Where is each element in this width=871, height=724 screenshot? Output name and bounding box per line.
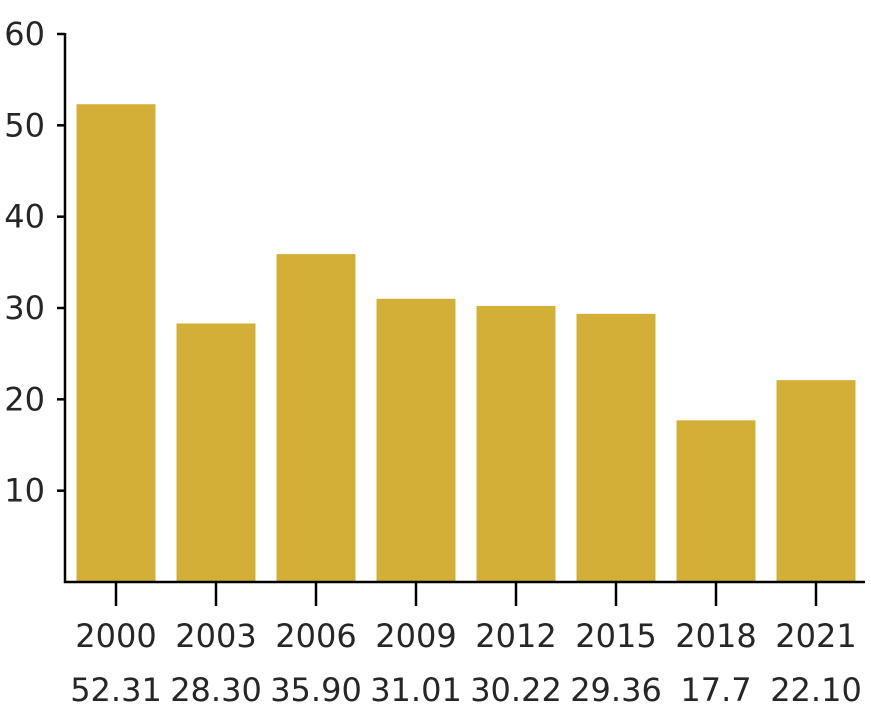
bar-2009 — [376, 298, 456, 582]
bar-2015 — [576, 313, 656, 582]
x-ticks: 2000 52.31 2003 28.30 2006 35.90 2009 31.01 2012… — [70, 582, 862, 709]
bar-2021 — [776, 380, 856, 582]
x-tick-label-category: 2021 — [775, 617, 856, 655]
x-tick-label-value: 28.30 — [170, 671, 262, 709]
x-tick-label-value: 17.7 — [680, 671, 751, 709]
bar-2006 — [276, 254, 356, 582]
x-tick-label-category: 2000 — [75, 617, 156, 655]
x-tick-label-value: 52.31 — [70, 671, 162, 709]
bar-2000 — [76, 104, 156, 582]
y-tick-label: 40 — [4, 198, 45, 236]
y-tick-label: 20 — [4, 380, 45, 418]
x-tick-label-value: 30.22 — [470, 671, 562, 709]
x-tick-label-category: 2012 — [475, 617, 556, 655]
x-axis: 2000 52.31 2003 28.30 2006 35.90 2009 31.01 2012… — [64, 580, 865, 709]
bar-2018 — [676, 420, 756, 582]
bar-2003 — [176, 323, 256, 582]
x-tick-label-value: 31.01 — [370, 671, 462, 709]
y-tick-label: 60 — [4, 15, 45, 53]
bars-group — [76, 104, 856, 582]
x-tick-label-category: 2015 — [575, 617, 656, 655]
y-axis: 10 20 30 40 50 60 — [4, 15, 67, 583]
x-tick-label-category: 2009 — [375, 617, 456, 655]
y-tick-label: 30 — [4, 289, 45, 327]
x-tick-label-category: 2003 — [175, 617, 256, 655]
x-tick-label-value: 22.10 — [770, 671, 862, 709]
bar-2012 — [476, 305, 556, 582]
x-tick-label-value: 29.36 — [570, 671, 662, 709]
x-tick-label-category: 2018 — [675, 617, 756, 655]
y-tick-label: 50 — [4, 106, 45, 144]
y-tick-label: 10 — [4, 472, 45, 510]
x-tick-label-category: 2006 — [275, 617, 356, 655]
x-tick-label-value: 35.90 — [270, 671, 362, 709]
y-ticks: 10 20 30 40 50 60 — [4, 15, 65, 510]
